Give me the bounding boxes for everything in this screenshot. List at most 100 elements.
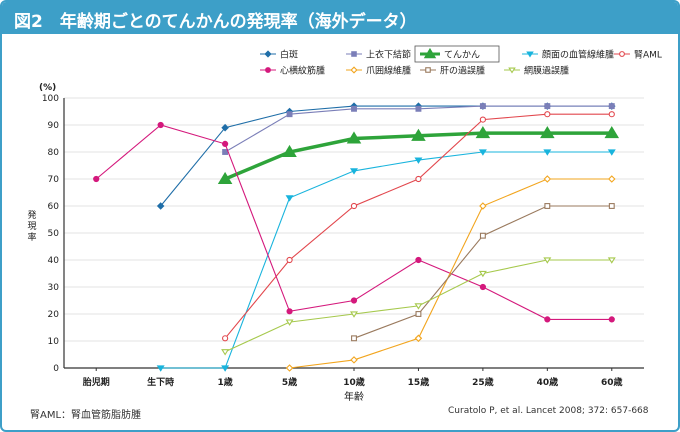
data-point-3 [478,149,487,156]
data-point-6 [479,202,487,210]
data-point-5 [415,256,422,264]
data-point-7 [544,203,551,209]
data-point-4 [222,335,229,342]
data-point-4 [286,256,293,264]
y-tick-label: 100 [42,94,59,104]
data-point-4 [608,111,615,118]
data-point-3 [221,365,230,372]
series-line-6 [289,178,612,369]
legend-marker [350,66,358,74]
data-point-5 [350,297,358,304]
y-tick-label: 70 [48,175,60,185]
legend-label: 白斑 [280,49,298,61]
legend-label: てんかん [444,50,480,61]
legend-label: 上衣下結節 [366,49,411,61]
y-tick-label: 40 [48,256,60,266]
title-bar: 図2 年齢期ごとのてんかんの発現率（海外データ） [2,2,678,34]
data-point-3 [285,195,294,202]
data-point-1 [351,105,357,112]
legend-label: 顔面の血管線維腫 [542,49,614,61]
legend-marker [425,67,431,73]
x-axis-label: 年齢 [344,390,364,403]
series-line-5 [95,124,612,320]
y-axis-unit: (%) [39,83,56,93]
data-point-1 [479,103,486,110]
data-point-5 [222,140,229,147]
y-tick-label: 30 [48,283,60,293]
legend-label: 肝の過誤腫 [440,65,485,77]
data-point-7 [415,311,422,317]
data-point-1 [222,149,229,155]
y-tick-label: 10 [48,337,60,347]
data-point-5 [479,283,486,291]
data-point-3 [156,365,165,372]
legend-marker [619,51,625,57]
data-point-2 [346,131,362,144]
data-point-2 [282,144,297,158]
y-tick-label: 50 [48,229,60,239]
x-tick-label: 胎児期 [82,376,110,388]
x-tick-label: 25歳 [472,376,494,388]
legend-marker [264,50,272,58]
legend-marker [265,67,271,73]
legend-marker [351,51,357,57]
x-tick-label: 60歳 [601,376,623,388]
data-point-6 [543,175,552,183]
legend-label: 爪囲線維腫 [366,65,411,77]
data-point-2 [411,128,426,141]
data-point-1 [286,111,293,118]
data-point-6 [414,334,423,343]
legend-label: 心横紋筋腫 [280,65,325,77]
y-axis-label-char: 発 [27,209,36,221]
x-tick-label: 生下時 [147,376,174,388]
series-line-3 [160,151,612,369]
data-point-6 [350,356,358,364]
y-tick-label: 60 [48,202,60,212]
x-tick-label: 40歳 [537,376,559,388]
data-point-5 [93,175,100,183]
data-point-3 [607,149,616,156]
data-point-8 [221,349,230,356]
data-point-1 [608,103,615,110]
data-point-4 [479,116,486,123]
data-point-7 [608,203,615,209]
data-point-1 [544,103,551,110]
x-tick-label: 15歳 [408,376,430,388]
legend-marker [423,47,437,59]
data-point-0 [221,123,229,132]
x-tick-label: 5歳 [282,376,297,388]
footnote: 腎AML：腎血管筋脂肪腫 [30,410,142,421]
data-point-0 [156,202,165,210]
data-point-2 [540,126,555,139]
data-point-6 [607,175,616,183]
x-tick-label: 10歳 [343,376,365,388]
y-axis-label-char: 現 [27,221,36,232]
legend-marker [508,67,516,74]
data-point-3 [414,157,423,164]
y-tick-label: 0 [53,364,59,374]
y-axis-label-char: 率 [27,231,36,243]
data-point-5 [157,121,164,129]
data-point-2 [604,126,620,139]
data-point-8 [350,311,358,318]
data-point-3 [543,149,552,156]
y-tick-label: 20 [48,310,60,320]
data-point-4 [544,111,551,118]
data-point-5 [544,316,551,323]
series-line-0 [160,105,612,207]
legend-label: 腎AML [634,50,662,61]
data-point-4 [350,202,358,210]
data-point-7 [479,232,486,239]
data-point-8 [543,257,552,264]
data-point-8 [285,319,294,326]
data-point-1 [415,105,422,112]
legend-label: 網膜過誤腫 [524,65,569,77]
data-point-5 [286,308,293,315]
data-point-8 [478,270,487,278]
data-point-4 [415,175,422,183]
data-point-2 [475,126,491,139]
data-point-5 [608,316,615,323]
figure-title: 図2 年齢期ごとのてんかんの発現率（海外データ） [14,12,417,32]
